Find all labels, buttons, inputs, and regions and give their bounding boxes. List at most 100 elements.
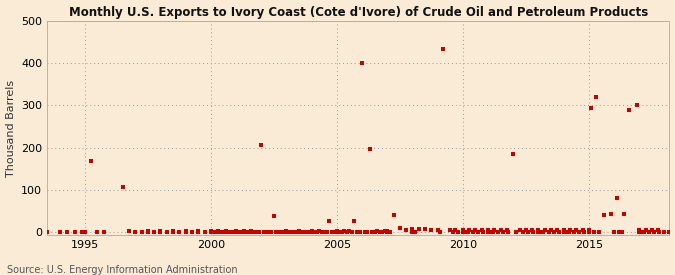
Point — [193, 230, 204, 234]
Point — [228, 230, 239, 234]
Point — [54, 230, 65, 234]
Point — [478, 230, 489, 234]
Point — [136, 230, 147, 234]
Point — [497, 230, 508, 234]
Point — [362, 230, 373, 234]
Point — [538, 230, 549, 234]
Point — [614, 230, 624, 234]
Point — [70, 230, 80, 234]
Point — [266, 230, 277, 234]
Point — [407, 230, 418, 234]
Point — [346, 230, 357, 234]
Point — [221, 230, 232, 234]
Point — [502, 228, 512, 232]
Point — [458, 228, 468, 232]
Point — [388, 213, 399, 217]
Point — [462, 230, 473, 234]
Point — [80, 230, 90, 234]
Point — [450, 228, 460, 232]
Point — [435, 230, 446, 234]
Point — [483, 230, 493, 234]
Point — [311, 230, 322, 234]
Point — [634, 230, 645, 234]
Point — [599, 213, 610, 217]
Point — [211, 230, 221, 234]
Point — [246, 230, 256, 234]
Point — [334, 230, 345, 234]
Point — [589, 230, 599, 234]
Point — [223, 230, 234, 234]
Point — [174, 230, 185, 234]
Point — [384, 230, 395, 234]
Point — [225, 230, 236, 234]
Point — [327, 230, 338, 234]
Point — [279, 230, 290, 234]
Point — [578, 230, 589, 234]
Point — [364, 147, 375, 151]
Point — [577, 228, 588, 232]
Point — [639, 230, 649, 234]
Point — [548, 230, 559, 234]
Point — [659, 230, 670, 234]
Point — [271, 230, 281, 234]
Point — [213, 230, 224, 234]
Point — [284, 230, 294, 234]
Point — [243, 230, 254, 234]
Point — [554, 230, 564, 234]
Point — [611, 196, 622, 200]
Point — [42, 230, 53, 234]
Point — [329, 230, 340, 234]
Point — [276, 230, 287, 234]
Point — [508, 152, 518, 156]
Point — [631, 102, 642, 107]
Point — [533, 230, 544, 234]
Point — [586, 105, 597, 110]
Point — [654, 230, 665, 234]
Point — [640, 228, 651, 232]
Point — [321, 230, 332, 234]
Point — [186, 230, 197, 234]
Point — [477, 228, 487, 232]
Point — [319, 230, 329, 234]
Point — [647, 228, 657, 232]
Point — [495, 228, 506, 232]
Point — [306, 230, 317, 234]
Point — [231, 230, 242, 234]
Point — [653, 228, 664, 232]
Point — [62, 230, 73, 234]
Point — [539, 228, 550, 232]
Point — [193, 229, 204, 233]
Point — [637, 230, 647, 234]
Point — [593, 230, 604, 234]
Point — [205, 229, 216, 233]
Point — [324, 219, 335, 224]
Point — [273, 230, 284, 234]
Point — [299, 230, 310, 234]
Point — [410, 230, 421, 234]
Point — [382, 230, 393, 234]
Point — [375, 230, 385, 234]
Point — [464, 228, 475, 232]
Point — [426, 228, 437, 232]
Point — [359, 230, 370, 234]
Point — [472, 230, 483, 234]
Point — [558, 230, 569, 234]
Point — [606, 212, 617, 216]
Point — [489, 228, 500, 232]
Point — [296, 230, 307, 234]
Point — [624, 108, 634, 112]
Point — [161, 230, 172, 234]
Point — [377, 230, 387, 234]
Point — [142, 230, 153, 234]
Point — [231, 229, 242, 233]
Point — [503, 230, 514, 234]
Point — [124, 229, 134, 233]
Point — [342, 230, 352, 234]
Point — [263, 230, 274, 234]
Point — [117, 185, 128, 189]
Point — [317, 230, 327, 234]
Point — [167, 230, 178, 234]
Point — [259, 230, 269, 234]
Point — [526, 228, 537, 232]
Point — [369, 230, 380, 234]
